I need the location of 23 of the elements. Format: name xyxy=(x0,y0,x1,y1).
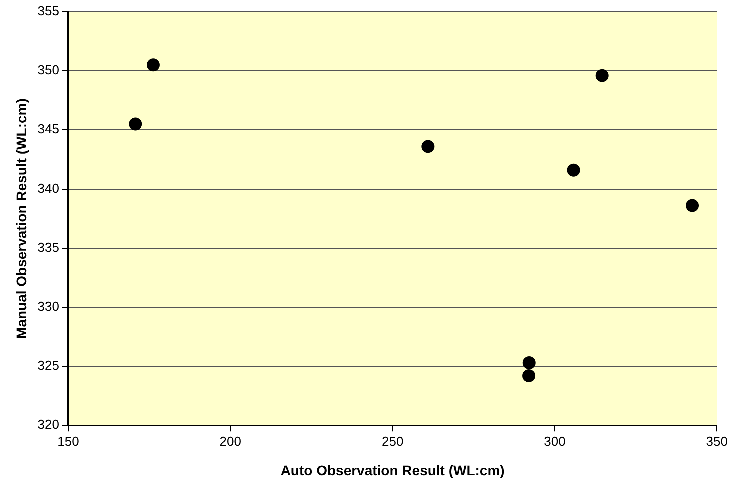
x-tick-label: 200 xyxy=(220,434,242,449)
y-tick-label: 335 xyxy=(38,240,60,255)
y-tick-label: 320 xyxy=(38,417,60,432)
x-tick-label: 300 xyxy=(544,434,566,449)
x-axis-title: Auto Observation Result (WL:cm) xyxy=(280,462,505,478)
y-tick-label: 345 xyxy=(38,122,60,137)
point xyxy=(129,118,142,131)
y-tick-label: 330 xyxy=(38,299,60,314)
y-axis-title: Manual Observation Result (WL:cm) xyxy=(13,98,30,339)
point xyxy=(146,58,160,72)
point xyxy=(686,199,700,212)
x-tick-label: 250 xyxy=(382,434,404,449)
point xyxy=(522,369,536,382)
y-tick-label: 355 xyxy=(38,4,60,19)
point xyxy=(522,356,536,370)
y-tick-label: 350 xyxy=(38,62,60,78)
y-tick-label: 325 xyxy=(38,358,60,374)
y-tick-label: 340 xyxy=(38,180,60,196)
point xyxy=(567,164,580,177)
x-tick-label: 150 xyxy=(58,434,80,449)
point xyxy=(596,69,609,82)
x-tick-label: 350 xyxy=(706,434,728,449)
point xyxy=(422,140,435,154)
